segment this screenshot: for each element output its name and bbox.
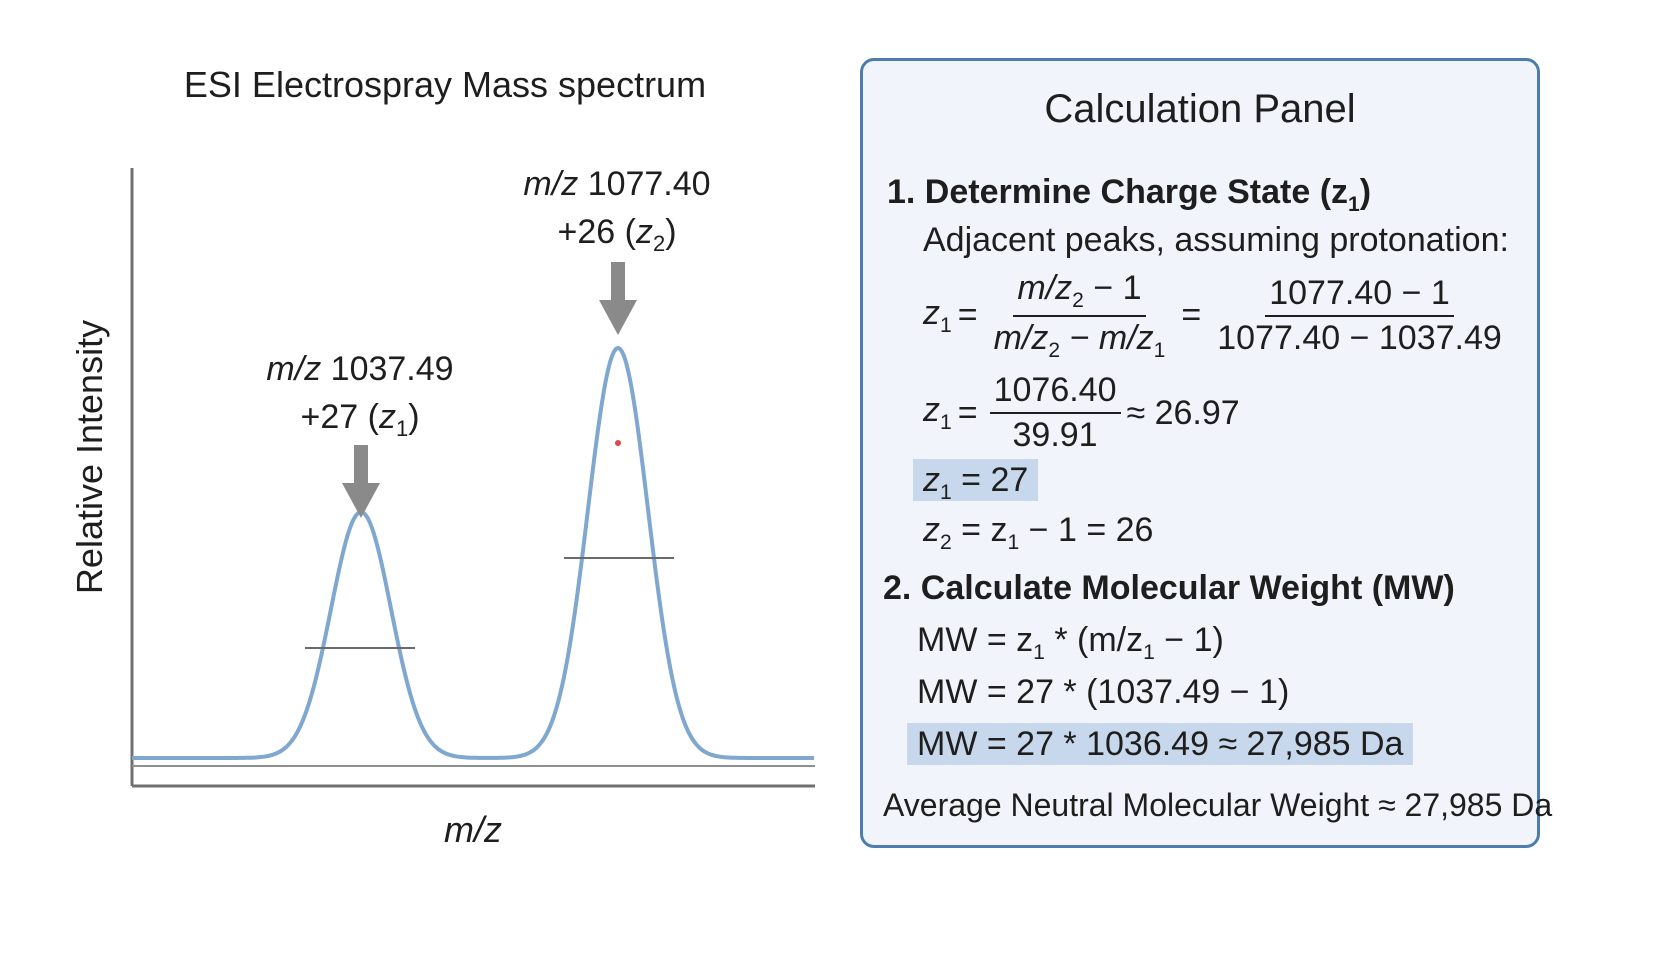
y-axis-label: Relative Intensity — [69, 320, 110, 594]
mass-spectrum-chart: ESI Electrospray Mass spectrum Relative … — [69, 64, 815, 850]
mw-equation-1: MW = z1 * (m/z1 − 1) — [917, 621, 1224, 664]
spectrum-curve — [132, 345, 814, 760]
peak2-charge-label: +26 (z2) — [557, 213, 676, 256]
peak2-arrow — [599, 262, 637, 335]
charge-result-z1: z1 = 27 — [913, 459, 1039, 505]
panel-title: Calculation Panel — [1044, 87, 1356, 131]
mw-equation-3: MW = 27 * 1036.49 ≈ 27,985 Da — [907, 723, 1414, 765]
charge-equation-1: z1 = m/z2 − 1 m/z2 − m/z1 = 1077.40 − 1 … — [923, 269, 1502, 362]
calculation-panel: Calculation Panel 1. Determine Charge St… — [860, 58, 1552, 848]
peak1-arrow — [342, 445, 380, 518]
charge-equation-2: z1 = 1076.40 39.91 ≈ 26.97 — [923, 371, 1240, 454]
step1-heading: 1. Determine Charge State (z1) — [887, 173, 1372, 216]
peak1-charge-label: +27 (z1) — [300, 398, 419, 441]
summary-line: Average Neutral Molecular Weight ≈ 27,98… — [883, 787, 1553, 823]
red-dot-marker — [615, 440, 621, 446]
mw-equation-2: MW = 27 * (1037.49 − 1) — [917, 673, 1290, 711]
charge-result-z2: z2 = z1 − 1 = 26 — [923, 511, 1154, 554]
peak1-mz-label: m/z 1037.49 — [266, 350, 453, 388]
step1-subtitle: Adjacent peaks, assuming protonation: — [923, 221, 1509, 259]
peak2-mz-label: m/z 1077.40 — [523, 165, 710, 203]
chart-title: ESI Electrospray Mass spectrum — [184, 64, 706, 105]
x-axis-label: m/z — [444, 809, 502, 850]
step2-heading: 2. Calculate Molecular Weight (MW) — [883, 569, 1455, 607]
